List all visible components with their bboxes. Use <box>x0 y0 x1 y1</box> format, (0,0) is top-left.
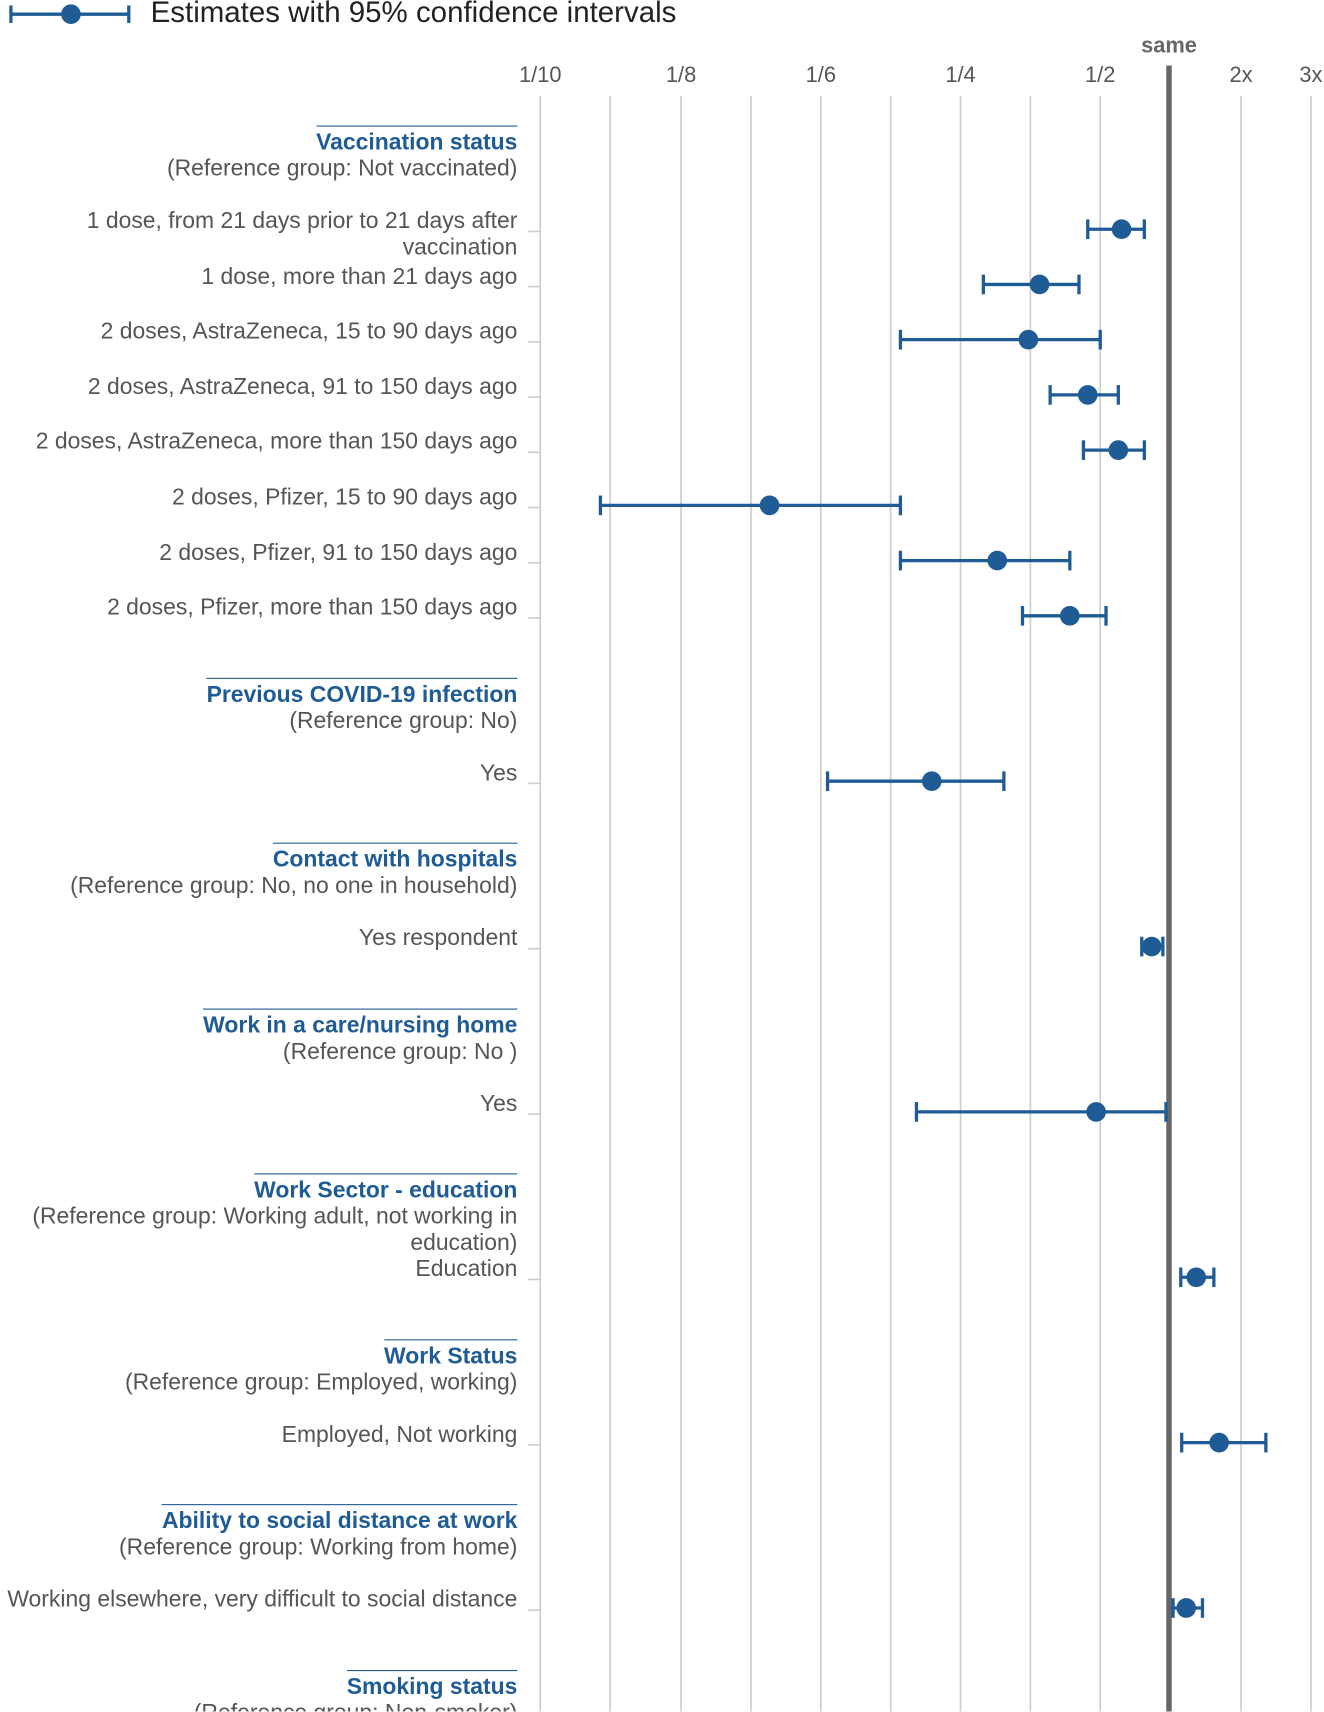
point-estimate <box>1209 1432 1229 1453</box>
x-tick-label: 3x <box>1299 62 1322 87</box>
row-label: Yes <box>479 760 518 786</box>
group-header: Contact with hospitals (Reference group: … <box>0 842 518 900</box>
point-estimate <box>1018 329 1039 350</box>
point-estimate <box>1029 274 1050 295</box>
point-estimate <box>1060 606 1080 626</box>
row-label: 2 doses, AstraZeneca, 91 to 150 days ago <box>87 374 518 400</box>
row-label: Working elsewhere, very difficult to soc… <box>7 1587 518 1613</box>
row-label: 2 doses, Pfizer, more than 150 days ago <box>107 595 518 621</box>
x-tick-label: 2x <box>1230 62 1253 87</box>
point-estimate <box>1108 440 1129 460</box>
row-label: Yes respondent <box>358 925 518 951</box>
group-title: Contact with hospitals <box>272 842 518 874</box>
row-label: Employed, Not working <box>281 1421 518 1447</box>
group-title: Previous COVID-19 infection <box>206 677 518 708</box>
reference-group: (Reference group: Working adult, not wor… <box>32 1204 518 1256</box>
point-estimate <box>759 495 780 516</box>
x-tick-label: 1/8 <box>666 62 696 87</box>
x-tick-label: 1/6 <box>806 62 836 87</box>
reference-group: (Reference group: Employed, working) <box>124 1369 518 1395</box>
row-label: 2 doses, AstraZeneca, more than 150 days… <box>35 429 518 455</box>
group-header: Smoking status(Reference group: Non-smok… <box>0 1669 518 1711</box>
group-title: Work Status <box>384 1338 518 1370</box>
point-estimate <box>1086 1102 1106 1122</box>
x-tick-label: 1/10 <box>519 62 561 87</box>
reference-group: (Reference group: Non-smoker) <box>0 1700 518 1711</box>
row-label: Education <box>415 1256 518 1282</box>
point-estimate <box>921 771 942 792</box>
reference-group: (Reference group: No) <box>289 708 518 734</box>
group-title: Smoking status <box>346 1669 518 1701</box>
legend-label: Estimates with 95% confidence intervals <box>151 0 677 29</box>
row-label: 2 doses, AstraZeneca, 15 to 90 days ago <box>100 318 518 345</box>
row-label: 1 dose, more than 21 days ago <box>201 263 518 289</box>
point-estimate <box>1141 936 1162 957</box>
group-title: Work in a care/nursing home <box>203 1008 518 1039</box>
reference-group: (Reference group: Not vaccinated) <box>166 156 518 182</box>
point-estimate <box>1186 1267 1207 1288</box>
row-label: 1 dose, from 21 days prior to 21 days af… <box>86 208 518 260</box>
group-header: Ability to social distance at work (Refer… <box>0 1504 518 1561</box>
group-header: Vaccination status (Reference group: Not … <box>0 125 518 183</box>
x-tick-label: 1/4 <box>945 62 975 87</box>
group-header: Work in a care/nursing home (Reference gr… <box>0 1008 518 1065</box>
group-title: Ability to social distance at work <box>161 1504 518 1535</box>
x-tick-label: 1/2 <box>1085 62 1115 87</box>
reference-group: (Reference group: No, no one in househol… <box>70 873 518 899</box>
group-header: Previous COVID-19 infection (Reference gr… <box>0 677 518 734</box>
point-estimate <box>1111 219 1132 240</box>
group-header: Work Sector - education (Reference group:… <box>0 1173 518 1257</box>
x-tick-label: same <box>1141 33 1197 58</box>
row-label: 2 doses, Pfizer, 15 to 90 days ago <box>172 484 518 510</box>
reference-group: (Reference group: Working from home) <box>119 1534 518 1560</box>
legend-marker <box>61 4 81 25</box>
row-label: 2 doses, Pfizer, 91 to 150 days ago <box>159 539 518 565</box>
group-title: Vaccination status <box>316 125 518 157</box>
group-header: Work Status (Reference group: Employed, w… <box>0 1338 518 1396</box>
group-title: Work Sector - education <box>254 1173 518 1205</box>
reference-group: (Reference group: No ) <box>282 1038 518 1064</box>
point-estimate <box>1077 385 1098 405</box>
point-estimate <box>1176 1598 1197 1618</box>
row-label: Yes <box>479 1091 518 1117</box>
point-estimate <box>987 550 1008 571</box>
